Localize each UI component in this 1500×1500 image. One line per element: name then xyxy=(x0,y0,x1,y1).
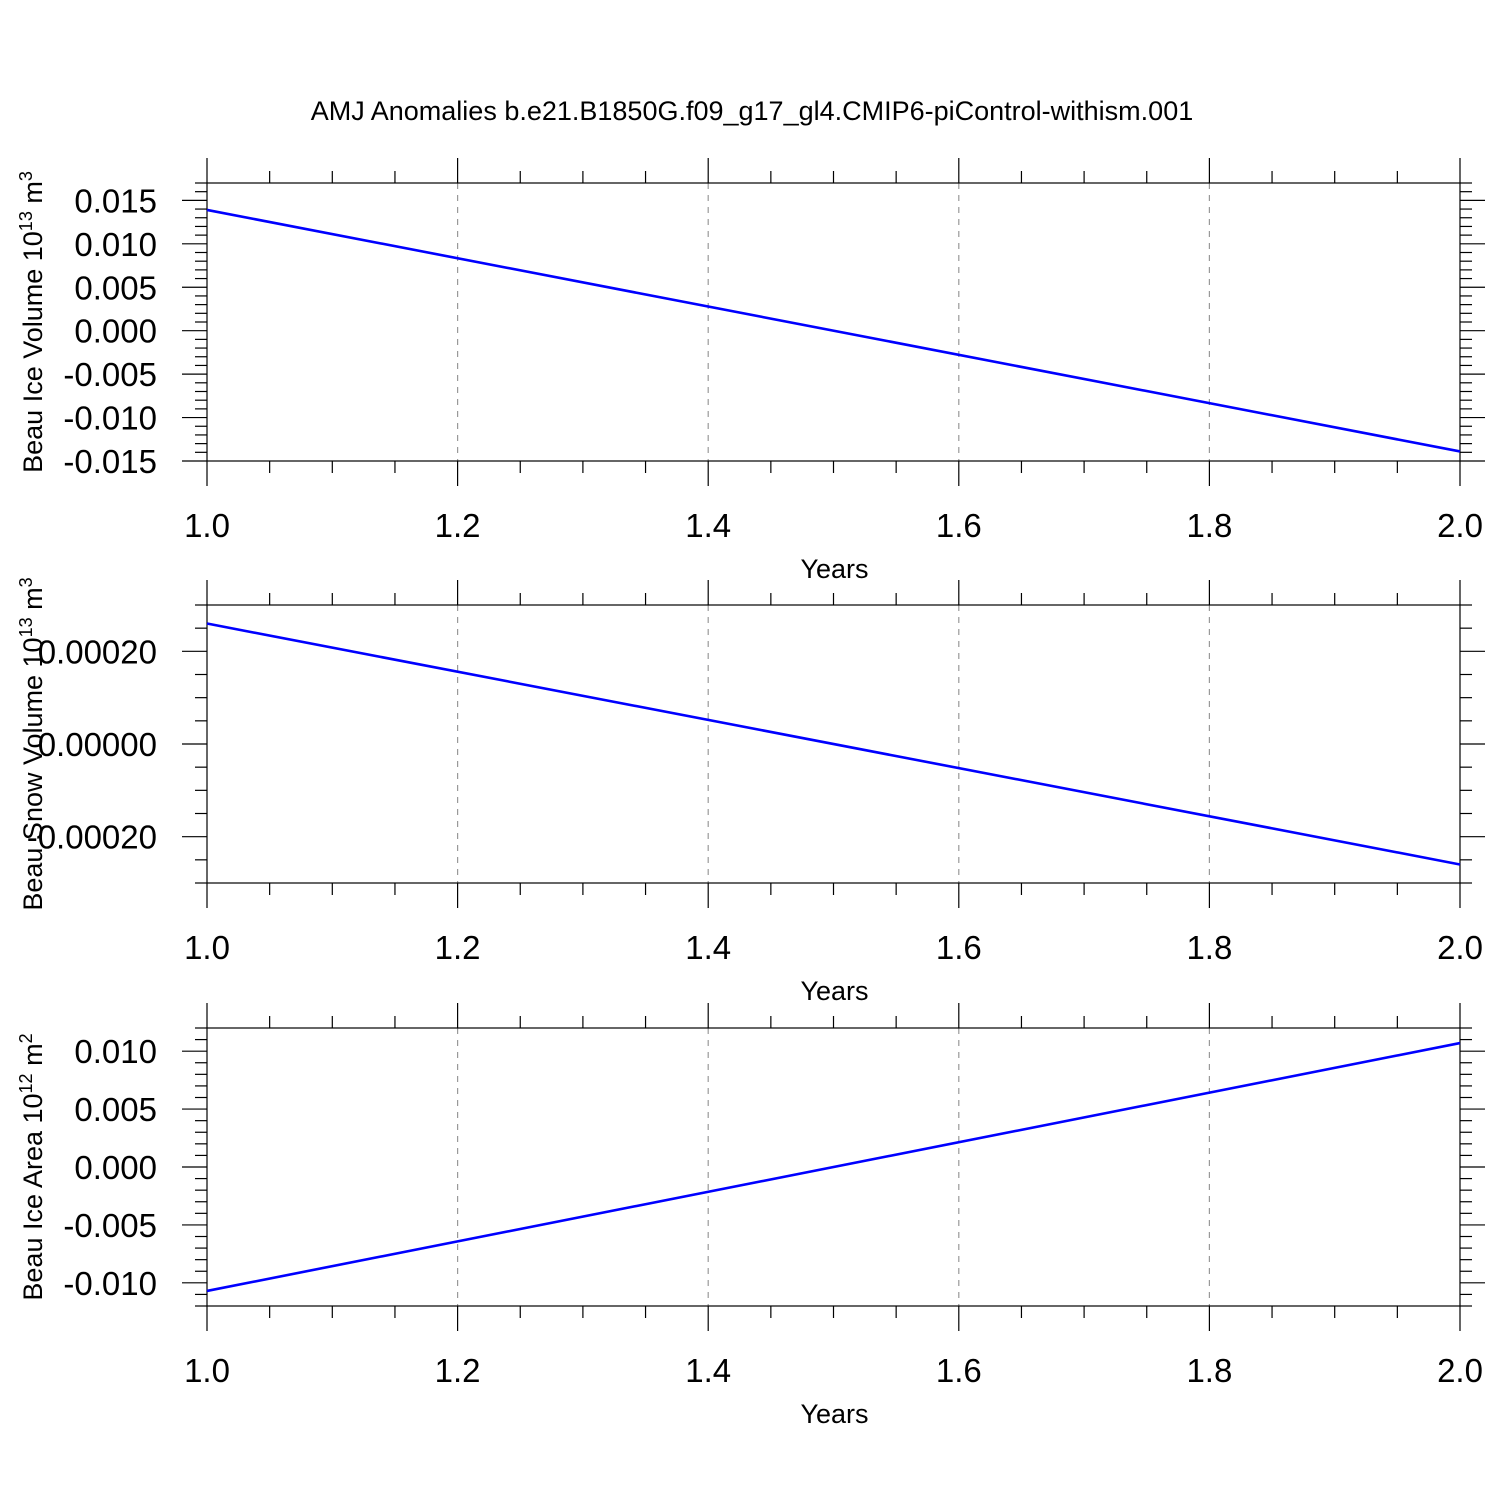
y-tick-label: 0.010 xyxy=(74,1033,157,1070)
plot-frame xyxy=(206,182,1461,462)
x-tick-label: 1.0 xyxy=(184,929,230,966)
y-tick-label: -0.00020 xyxy=(27,819,157,856)
x-tick-label: 2.0 xyxy=(1437,929,1483,966)
x-axis-label: Years xyxy=(800,976,868,1006)
panels: 1.0 1.2 1.4 1.6 1.8 2.0 0.015 0.010 0.005 0.000 -0… xyxy=(16,158,1485,1429)
y-tick-label: 0.005 xyxy=(74,269,157,306)
x-tick-label: 1.0 xyxy=(184,507,230,544)
y-tick-label: -0.015 xyxy=(63,443,157,480)
series-line-1 xyxy=(206,1041,1461,1293)
x-tick-label: 1.4 xyxy=(685,507,731,544)
x-tick-label: 1.8 xyxy=(1186,507,1232,544)
x-axis-label: Years xyxy=(800,554,868,584)
y-tick-label: 0.010 xyxy=(74,226,157,263)
x-tick-label: 1.2 xyxy=(435,1352,481,1389)
x-tick-label: 1.6 xyxy=(936,1352,982,1389)
chart-panel-2: 1.0 1.2 1.4 1.6 1.8 2.0 0.00020 0.00000 -0.00020… xyxy=(16,577,1485,1006)
y-tick-label: 0.000 xyxy=(74,313,157,350)
y-tick-label: 0.00000 xyxy=(38,726,157,763)
x-tick-label: 1.6 xyxy=(936,929,982,966)
x-tick-label: 1.2 xyxy=(435,507,481,544)
x-tick-label: 2.0 xyxy=(1437,1352,1483,1389)
y-tick-label: 0.000 xyxy=(74,1149,157,1186)
y-tick-label: 0.00020 xyxy=(38,633,157,670)
x-tick-label: 1.8 xyxy=(1186,1352,1232,1389)
x-tick-label: 1.6 xyxy=(936,507,982,544)
chart-panel-3: 1.0 1.2 1.4 1.6 1.8 2.0 0.010 0.005 0.000 -0.005 -… xyxy=(16,1003,1485,1429)
y-tick-label: -0.005 xyxy=(63,1207,157,1244)
y-tick-label: -0.010 xyxy=(63,1265,157,1302)
series-line-1 xyxy=(206,622,1461,866)
y-tick-label: 0.005 xyxy=(74,1091,157,1128)
x-tick-label: 1.0 xyxy=(184,1352,230,1389)
x-tick-label: 1.2 xyxy=(435,929,481,966)
x-axis-label: Years xyxy=(800,1399,868,1429)
y-tick-label: 0.015 xyxy=(74,182,157,219)
y-tick-label: -0.010 xyxy=(63,400,157,437)
y-axis-label: Beau Ice Volume 1013 m3 xyxy=(16,171,48,473)
x-tick-label: 2.0 xyxy=(1437,507,1483,544)
plot-frame xyxy=(206,604,1461,884)
y-axis-label: Beau Ice Area 1012 m2 xyxy=(16,1033,48,1300)
y-axis-label: Beau Snow Volume 1013 m3 xyxy=(16,577,48,910)
x-tick-label: 1.4 xyxy=(685,929,731,966)
x-tick-label: 1.8 xyxy=(1186,929,1232,966)
plot-frame xyxy=(206,1027,1461,1307)
chart-panel-1: 1.0 1.2 1.4 1.6 1.8 2.0 0.015 0.010 0.005 0.000 -0… xyxy=(16,158,1485,584)
series-line-1 xyxy=(206,208,1461,453)
y-tick-label: -0.005 xyxy=(63,356,157,393)
figure-title: AMJ Anomalies b.e21.B1850G.f09_g17_gl4.C… xyxy=(311,96,1193,126)
x-tick-label: 1.4 xyxy=(685,1352,731,1389)
